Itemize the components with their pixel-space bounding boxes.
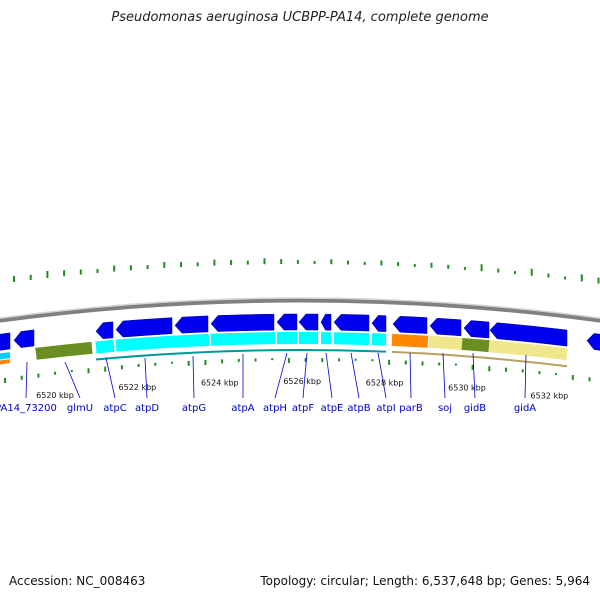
gene-label-atpe[interactable]: atpE [321,403,344,414]
feature-track-gidA [488,340,568,361]
accession-label: Accession: NC_008463 [9,574,146,588]
gene-leader-line [524,354,527,399]
gene-label-atpa[interactable]: atpA [231,403,254,414]
feature-track-atp-0 [95,339,115,354]
gene-arrow-4[interactable] [174,315,209,334]
gene-label-gidb[interactable]: gidB [464,403,486,414]
gene-arrow-8[interactable] [320,313,332,331]
gene-leader-line [350,352,360,399]
gene-arrow-2[interactable] [95,321,114,340]
gene-arrow-15[interactable] [586,333,600,351]
gene-label-atph[interactable]: atpH [263,403,287,414]
gene-label-atpd[interactable]: atpD [135,403,159,414]
gene-leader-line [144,357,148,399]
feature-track-soj [428,335,463,350]
scale-label: 6520 kbp [36,391,74,400]
feature-track-atp-6 [333,332,370,346]
gene-arrow-14[interactable] [489,322,568,347]
feature-track-atp-2 [210,332,276,346]
gene-leader-line [274,352,288,399]
gene-label-soj[interactable]: soj [438,403,452,414]
feature-track-left-orange [0,359,11,365]
genome-backbone-highlight [0,297,600,319]
genome-backbone [0,297,600,323]
scale-label: 6522 kbp [119,383,157,392]
gene-leader-line [192,355,195,399]
scale-label: 6526 kbp [283,377,321,386]
gene-label-atpf[interactable]: atpF [292,403,314,414]
map-title: Pseudomonas aeruginosa UCBPP-PA14, compl… [111,10,489,25]
gene-arrow-1[interactable] [13,329,35,348]
gene-label-atpc[interactable]: atpC [103,403,126,414]
gene-leader-line [472,352,476,399]
gene-arrow-12[interactable] [429,317,462,337]
gene-arrow-5[interactable] [210,313,275,332]
gene-leader-line [302,352,308,399]
gene-arrow-9[interactable] [333,314,370,332]
gene-leader-line [325,352,333,399]
genome-summary: Topology: circular; Length: 6,537,648 bp… [260,574,590,588]
scale-label: 6530 kbp [448,383,486,392]
gene-arrow-10[interactable] [371,315,387,332]
feature-track-atp-underline [95,349,387,361]
gene-label-atpg[interactable]: atpG [182,403,206,414]
scale-label: 6528 kbp [366,379,404,388]
scale-label: 6524 kbp [201,378,239,387]
feature-track-left-cyan [0,352,11,360]
feature-track-parB [391,333,429,348]
gene-label-parb[interactable]: parB [399,403,423,414]
gene-arrow-0[interactable] [0,332,11,352]
gene-label-atpi[interactable]: atpI [376,403,395,414]
gene-arrow-11[interactable] [392,315,428,334]
scale-label: 6532 kbp [531,391,569,400]
gene-leader-line [64,361,81,399]
gene-arrow-7[interactable] [298,313,319,331]
feature-track-par-underline [391,350,568,368]
gene-label-glmu[interactable]: glmU [67,403,93,414]
gene-arrow-13[interactable] [463,320,490,339]
gene-label-atpb[interactable]: atpB [347,403,370,414]
gene-leader-line [377,352,387,399]
gene-leader-line [105,357,116,399]
gene-leader-line [442,352,446,399]
feature-track-gidB [461,337,490,353]
gene-label-gida[interactable]: gidA [514,403,536,414]
gene-label-pa14_73200[interactable]: PA14_73200 [0,403,57,414]
gene-arrow-6[interactable] [276,313,298,331]
gene-leader-line [25,361,28,399]
feature-track-atp-7 [371,333,387,346]
gene-leader-line [409,352,412,399]
gene-arrow-3[interactable] [115,317,173,338]
feature-track-atp-1 [115,333,210,352]
feature-track-glmU [35,341,93,360]
